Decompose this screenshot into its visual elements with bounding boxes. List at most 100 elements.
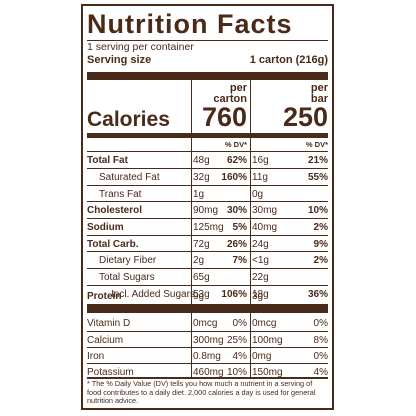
nutrient-name: Calcium [87, 335, 124, 346]
servings-per-container: 1 serving per container [87, 41, 194, 53]
amount-per-carton: 1g [193, 189, 205, 200]
amount-per-carton: 300mg [193, 335, 224, 346]
nutrient-name: Dietary Fiber [99, 255, 157, 266]
nutrient-row: Trans Fat 1g 0g [87, 186, 328, 203]
nutrient-row: Vitamin D 0mcg 0% 0mcg 0% [87, 315, 328, 332]
row-divider [87, 185, 328, 186]
calories-thick-rule [87, 133, 328, 138]
title-divider [87, 40, 328, 41]
nutrient-name: Iron [87, 351, 105, 362]
nutrient-name: Sodium [87, 222, 124, 233]
row-divider [87, 235, 328, 236]
amount-per-carton: 72g [193, 239, 210, 250]
calories-label: Calories [87, 108, 170, 131]
amount-per-carton: 2g [193, 255, 205, 266]
nutrient-name: Vitamin D [87, 318, 131, 329]
nutrient-name: Total Sugars [99, 272, 155, 283]
amount-per-bar: 24g [252, 239, 269, 250]
calories-per-carton: 760 [201, 102, 247, 132]
dv-per-carton: 0% [232, 318, 247, 329]
dv-per-bar: 55% [307, 172, 328, 183]
dv-per-carton: 5% [232, 222, 247, 233]
dv-per-carton: 26% [226, 239, 247, 250]
row-divider [87, 168, 328, 169]
column-divider-1 [191, 80, 192, 305]
calories-per-bar: 250 [282, 102, 328, 132]
amount-per-bar: 100mg [252, 335, 283, 346]
column-header-carton-line2: carton [213, 93, 247, 105]
dv-per-bar: 0% [313, 351, 328, 362]
dv-per-carton: 30% [226, 205, 247, 216]
amount-per-bar: 11g [252, 172, 268, 183]
nutrient-name: Potassium [87, 367, 134, 378]
nutrient-row: Saturated Fat 32g 160% 11g 55% [87, 169, 328, 186]
serving-size-label: Serving size [87, 54, 152, 66]
column-header-bar-line2: bar [310, 93, 328, 105]
column-divider-1-lower [191, 313, 192, 377]
dv-per-carton: 10% [226, 367, 247, 378]
amount-per-bar: 16g [252, 155, 269, 166]
dv-per-bar: 2% [313, 255, 328, 266]
amount-per-carton: 32g [193, 172, 210, 183]
amount-per-carton: 48g [193, 155, 210, 166]
row-divider [87, 251, 328, 252]
row-divider [87, 363, 328, 364]
nutrient-name: Trans Fat [99, 189, 142, 200]
label-content: Nutrition Facts 1 serving per container … [87, 6, 328, 408]
dv-per-bar: 2% [313, 222, 328, 233]
nutrient-row: Total Sugars 65g 22g [87, 269, 328, 286]
dv-per-carton: 160% [221, 172, 247, 183]
amount-per-bar: 0mcg [252, 318, 277, 329]
serving-size-row: Serving size 1 carton (216g) [87, 54, 328, 66]
dv-per-bar: 10% [307, 205, 328, 216]
nutrient-name: Incl. Added Sugars [111, 289, 195, 300]
column-divider-2 [250, 80, 251, 305]
nutrient-name: Saturated Fat [99, 172, 160, 183]
row-divider [87, 304, 328, 305]
nutrient-row: Cholesterol 90mg 30% 30mg 10% [87, 202, 328, 219]
nutrient-name: Total Fat [87, 155, 128, 166]
column-header-bar-line1: per [310, 82, 328, 94]
protein-thick-rule [87, 305, 328, 313]
dv-per-carton: 4% [232, 351, 247, 362]
amount-per-bar: 30mg [252, 205, 278, 216]
row-divider [87, 218, 328, 219]
amount-per-bar: 3g [252, 291, 264, 302]
dv-per-bar: 21% [307, 155, 328, 166]
dv-header-bar: % DV* [305, 140, 328, 149]
nutrient-name: Protein [87, 291, 122, 302]
row-divider [87, 285, 328, 286]
row-divider [87, 268, 328, 269]
row-divider [87, 331, 328, 332]
nutrient-name: Cholesterol [87, 205, 143, 216]
footnote-rule [87, 377, 328, 379]
amount-per-carton: 0.8mg [193, 351, 221, 362]
nutrient-row: Total Carb. 72g 26% 24g 9% [87, 236, 328, 253]
dv-per-bar: 0% [313, 318, 328, 329]
nutrient-row: Total Fat 48g 62% 16g 21% [87, 152, 328, 169]
nutrient-row: Dietary Fiber 2g 7% <1g 2% [87, 252, 328, 269]
dv-per-bar: 8% [313, 335, 328, 346]
amount-per-bar: 0mg [252, 351, 272, 362]
column-divider-2-lower [250, 313, 251, 377]
nutrition-facts-label: Nutrition Facts 1 serving per container … [81, 4, 334, 410]
amount-per-carton: 9g [193, 291, 205, 302]
amount-per-carton: 460mg [193, 367, 224, 378]
nutrient-row: Protein 9g 3g [87, 288, 328, 305]
nutrient-row: Potassium 460mg 10% 150mg 4% [87, 364, 328, 381]
dv-divider [87, 151, 328, 152]
amount-per-bar: <1g [252, 255, 269, 266]
column-header-bar: per bar [252, 83, 328, 105]
nutrient-row: Iron 0.8mg 4% 0mg 0% [87, 348, 328, 365]
dv-per-bar: 9% [313, 239, 328, 250]
serving-size-value: 1 carton (216g) [249, 54, 328, 66]
amount-per-bar: 0g [252, 189, 264, 200]
amount-per-carton: 125mg [193, 222, 224, 233]
row-divider [87, 201, 328, 202]
column-header-carton: per carton [193, 83, 247, 105]
amount-per-carton: 65g [193, 272, 210, 283]
amount-per-carton: 53g [193, 289, 210, 300]
amount-per-bar: 150mg [252, 367, 283, 378]
amount-per-bar: 40mg [252, 222, 278, 233]
dv-per-bar: 4% [313, 367, 328, 378]
